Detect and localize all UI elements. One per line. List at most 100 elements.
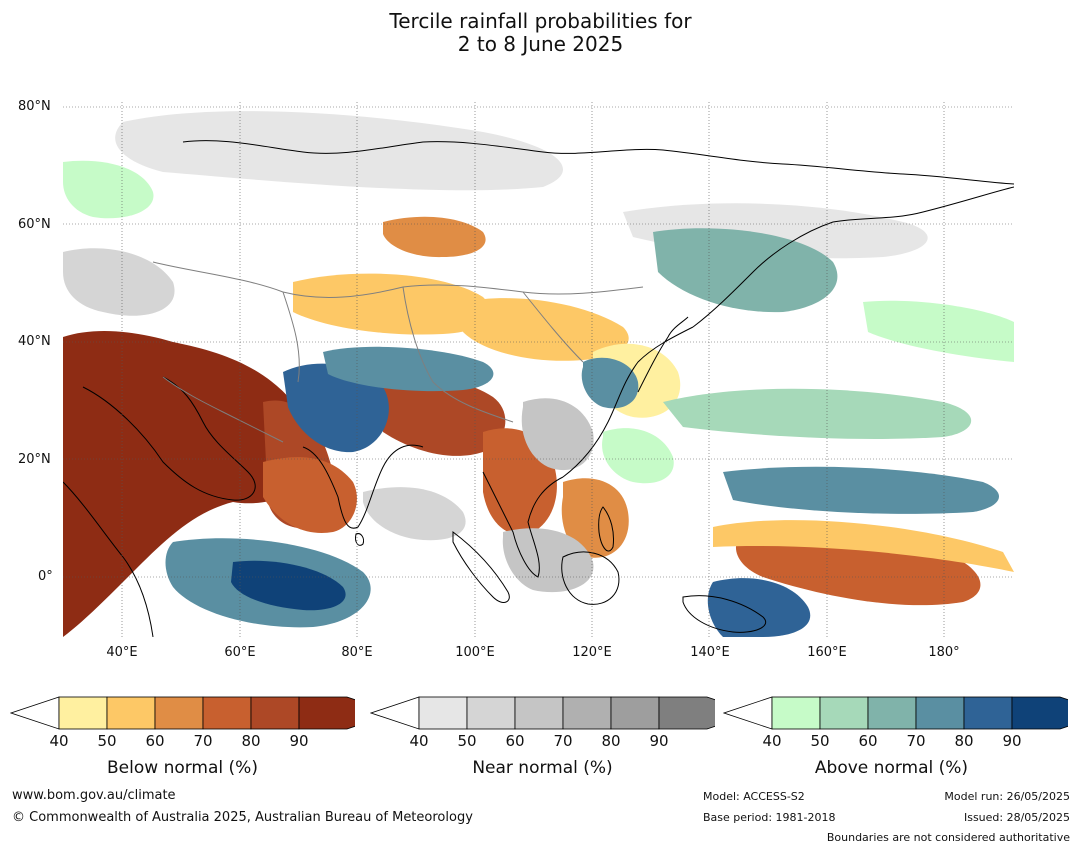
- colorbar-max-extension: [658, 696, 756, 730]
- colorbar-near-svg: [369, 696, 756, 730]
- colorbar-min-extension: [369, 696, 420, 730]
- colorbar-below: [9, 695, 396, 735]
- below-patch-tibet: [373, 377, 506, 456]
- colorbar-segment: [202, 696, 252, 730]
- border-5: [522, 291, 584, 363]
- colorbar-min-extension: [9, 696, 60, 730]
- tick: 50: [457, 732, 477, 750]
- below-patch-central-asia: [293, 273, 491, 335]
- title-line-2: 2 to 8 June 2025: [457, 32, 624, 56]
- coast-sri-lanka: [355, 533, 364, 546]
- issued-text: Issued: 28/05/2025: [963, 811, 1070, 824]
- colorbar-segment: [771, 696, 821, 730]
- colorbar-below-svg: [9, 696, 396, 730]
- above-patch-pacific-band: [723, 466, 1000, 514]
- above-patch-northeast: [863, 300, 1014, 362]
- border-3: [402, 286, 514, 423]
- colorbar-max-extension: [1011, 696, 1081, 730]
- colorbar-max-extension: [298, 696, 396, 730]
- disclaimer-text: Boundaries are not considered authoritat…: [826, 831, 1070, 844]
- tick: 70: [906, 732, 926, 750]
- lon-label-160e: 160°E: [807, 645, 847, 660]
- rainfall-probability-map: [63, 102, 1014, 637]
- colorbar-segment: [154, 696, 204, 730]
- below-patch-china: [463, 298, 629, 361]
- lon-label-100e: 100°E: [455, 645, 495, 660]
- lon-label-140e: 140°E: [690, 645, 730, 660]
- model-run-text: Model run: 26/05/2025: [944, 790, 1070, 803]
- colorbar-segment: [58, 696, 108, 730]
- coast-borneo: [561, 551, 620, 605]
- tick: 50: [810, 732, 830, 750]
- above-patch-pacific-band-2: [663, 388, 972, 439]
- coast-africa-east: [63, 481, 154, 637]
- model-text: Model: ACCESS-S2: [703, 790, 805, 803]
- website-text: www.bom.gov.au/climate: [12, 788, 176, 803]
- lon-label-40e: 40°E: [106, 645, 138, 660]
- colorbar-segment: [106, 696, 156, 730]
- tick: 90: [289, 732, 309, 750]
- border-4: [162, 376, 284, 443]
- lon-label-60e: 60°E: [224, 645, 256, 660]
- tick: 70: [193, 732, 213, 750]
- colorbar-segment: [819, 696, 869, 730]
- colorbar-segment: [466, 696, 516, 730]
- base-period-text: Base period: 1981-2018: [703, 811, 836, 824]
- below-patch-pacific-edge: [713, 520, 1014, 572]
- coast-arctic: [182, 140, 1014, 185]
- tick: 60: [145, 732, 165, 750]
- country-borders: [152, 261, 644, 443]
- coast-new-guinea: [682, 595, 766, 633]
- colorbar-min-extension: [722, 696, 773, 730]
- near-patch-sea: [502, 528, 594, 593]
- lon-label-80e: 80°E: [341, 645, 373, 660]
- near-patch-indochina: [521, 398, 594, 471]
- above-patch-indian-ocean-core: [231, 560, 346, 611]
- colorbar-segment: [562, 696, 612, 730]
- coast-india: [302, 444, 424, 529]
- lat-label-40n: 40°N: [18, 334, 51, 349]
- coast-sumatra: [452, 530, 510, 603]
- border-2: [282, 291, 300, 383]
- above-patch-japan: [581, 357, 639, 409]
- coast-china: [562, 326, 694, 478]
- above-patch-png: [707, 578, 811, 637]
- tick: 50: [97, 732, 117, 750]
- above-patch-east-russia: [653, 228, 838, 313]
- near-patch-europe: [63, 248, 175, 316]
- map-title: Tercile rainfall probabilities for 2 to …: [0, 10, 1081, 56]
- coast-arabia: [82, 376, 256, 501]
- below-patch-siberia: [383, 216, 486, 258]
- above-patch-europe: [63, 160, 154, 219]
- tick: 80: [241, 732, 261, 750]
- colorbar-below-title: Below normal (%): [107, 758, 258, 778]
- map-svg: [63, 102, 1014, 637]
- colorbar-above: [722, 695, 1081, 735]
- colorbar-above-svg: [722, 696, 1081, 730]
- above-patch-tibet: [323, 346, 494, 392]
- lat-label-80n: 80°N: [18, 99, 51, 114]
- lat-label-0: 0°: [38, 569, 53, 584]
- coastlines: [63, 140, 1014, 637]
- near-patch-indian-ocean: [363, 487, 466, 541]
- tick: 90: [649, 732, 669, 750]
- tick: 60: [858, 732, 878, 750]
- above-patch-west-pacific: [602, 428, 674, 484]
- lon-label-180: 180°: [928, 645, 960, 660]
- tick: 40: [409, 732, 429, 750]
- coast-philippines: [598, 506, 614, 552]
- tick: 40: [49, 732, 69, 750]
- lat-label-20n: 20°N: [18, 452, 51, 467]
- colorbar-near: [369, 695, 756, 735]
- tick: 60: [505, 732, 525, 750]
- colorbar-segment: [418, 696, 468, 730]
- coast-japan: [637, 316, 689, 393]
- near-patch-north: [115, 111, 563, 191]
- colorbar-segment: [867, 696, 917, 730]
- title-line-1: Tercile rainfall probabilities for: [389, 9, 692, 33]
- below-patch-philippines: [561, 478, 629, 558]
- coast-russia-east: [692, 186, 1014, 328]
- tick: 70: [553, 732, 573, 750]
- colorbar-segment: [610, 696, 660, 730]
- below-patch-india: [263, 457, 357, 533]
